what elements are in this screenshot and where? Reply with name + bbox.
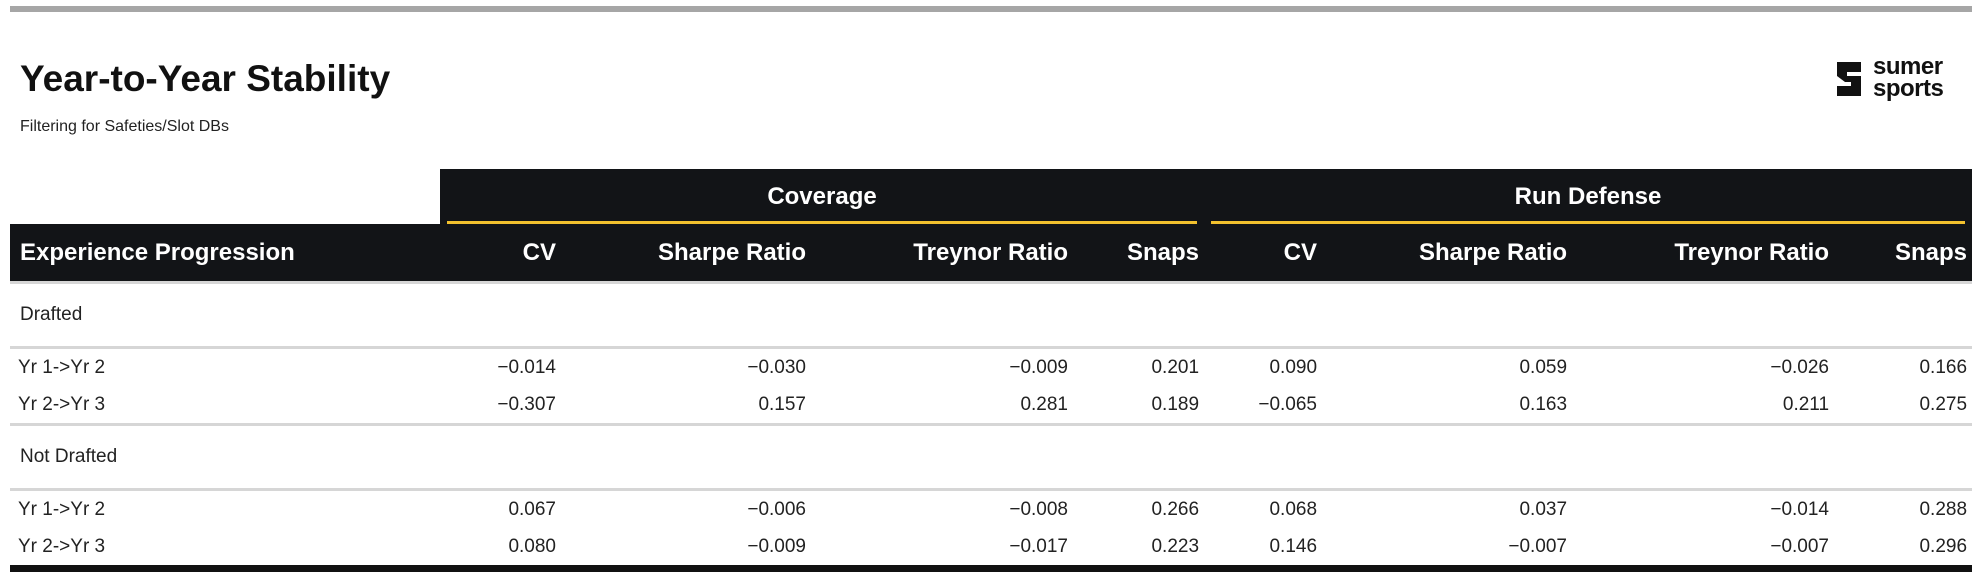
spanner-run-defense-label: Run Defense xyxy=(1211,183,1966,224)
table-cell: 0.068 xyxy=(1269,498,1318,520)
group-label: Drafted xyxy=(10,282,1972,349)
table-cell: 0.288 xyxy=(1919,498,1968,520)
row-label: Yr 1->Yr 2 xyxy=(18,498,106,520)
spanner-run-defense: Run Defense xyxy=(1204,169,1972,224)
table-cell: 0.296 xyxy=(1919,535,1968,557)
table-cell: −0.307 xyxy=(497,393,556,415)
col-header-coverage-sharpe-ratio: Sharpe Ratio xyxy=(561,224,811,284)
table-cell: 0.189 xyxy=(1151,393,1200,415)
table-cell: −0.014 xyxy=(1770,498,1830,520)
col-header-coverage-cv: CV xyxy=(440,224,561,284)
table-cell: 0.146 xyxy=(1269,535,1318,557)
top-rule xyxy=(10,6,1972,12)
spanner-coverage: Coverage xyxy=(440,169,1205,224)
table-cell: 0.211 xyxy=(1782,393,1830,415)
table-row: Yr 1->Yr 2 0.067 −0.006 −0.008 0.266 0.0… xyxy=(10,490,1972,529)
group-row-drafted: Drafted xyxy=(10,282,1972,349)
table-cell: 0.059 xyxy=(1519,356,1568,378)
row-label: Yr 2->Yr 3 xyxy=(18,393,106,415)
col-header-run-defense-cv: CV xyxy=(1204,224,1323,284)
table-cell: 0.223 xyxy=(1151,535,1200,557)
table-cell: −0.014 xyxy=(497,356,556,378)
table-cell: 0.166 xyxy=(1919,356,1968,378)
stability-table: Coverage Run Defense Experience Progress… xyxy=(10,169,1972,572)
stub-header: Experience Progression xyxy=(10,224,440,284)
sumer-sports-logo: sumer sports xyxy=(1833,53,1963,104)
page-subtitle: Filtering for Safeties/Slot DBs xyxy=(20,118,229,135)
table-cell: 0.090 xyxy=(1269,356,1318,378)
table-cell: 0.163 xyxy=(1519,393,1568,415)
table-row: Yr 2->Yr 3 0.080 −0.009 −0.017 0.223 0.1… xyxy=(10,528,1972,565)
table-cell: −0.009 xyxy=(747,535,806,557)
table-cell: 0.067 xyxy=(508,498,556,520)
table-cell: 0.266 xyxy=(1151,498,1200,520)
col-header-run-defense-sharpe-ratio: Sharpe Ratio xyxy=(1322,224,1573,284)
sumer-sports-logo-icon xyxy=(1837,62,1861,96)
table-cell: −0.065 xyxy=(1258,393,1318,415)
bottom-rule-cell xyxy=(10,562,1972,572)
col-header-coverage-snaps: Snaps xyxy=(1073,224,1205,284)
col-header-run-defense-treynor-ratio: Treynor Ratio xyxy=(1572,224,1835,284)
table-cell: 0.201 xyxy=(1151,356,1200,378)
table-cell: −0.006 xyxy=(747,498,806,520)
table-cell: −0.017 xyxy=(1009,535,1068,557)
spanner-header-row: Coverage Run Defense xyxy=(10,169,1972,224)
column-header-row: Experience Progression CV Sharpe Ratio T… xyxy=(10,224,1972,284)
table-cell: 0.281 xyxy=(1020,393,1068,415)
table-cell: −0.007 xyxy=(1508,535,1568,557)
col-header-coverage-treynor-ratio: Treynor Ratio xyxy=(811,224,1073,284)
group-label: Not Drafted xyxy=(10,423,1972,491)
col-header-run-defense-snaps: Snaps xyxy=(1834,224,1972,284)
table-cell: 0.157 xyxy=(758,393,806,415)
page-title: Year-to-Year Stability xyxy=(20,58,391,99)
table-row: Yr 1->Yr 2 −0.014 −0.030 −0.009 0.201 0.… xyxy=(10,348,1972,387)
table-cell: −0.007 xyxy=(1770,535,1830,557)
table-cell: 0.275 xyxy=(1919,393,1968,415)
row-label: Yr 2->Yr 3 xyxy=(18,535,106,557)
table-bottom-rule xyxy=(10,562,1972,572)
spanner-coverage-label: Coverage xyxy=(447,183,1198,224)
table-cell: 0.080 xyxy=(508,535,556,557)
row-label: Yr 1->Yr 2 xyxy=(18,356,106,378)
logo-text-line1: sumer xyxy=(1873,53,1943,80)
table-cell: 0.037 xyxy=(1519,498,1568,520)
table-cell: −0.030 xyxy=(747,356,806,378)
spanner-blank xyxy=(10,169,440,224)
table-row: Yr 2->Yr 3 −0.307 0.157 0.281 0.189 −0.0… xyxy=(10,386,1972,425)
table-cell: −0.009 xyxy=(1009,356,1068,378)
table-cell: −0.008 xyxy=(1009,498,1068,520)
logo-text-line2: sports xyxy=(1873,75,1944,102)
group-row-not-drafted: Not Drafted xyxy=(10,423,1972,491)
table-cell: −0.026 xyxy=(1770,356,1830,378)
sumer-sports-logo-text: sumer sports xyxy=(1873,53,1944,102)
